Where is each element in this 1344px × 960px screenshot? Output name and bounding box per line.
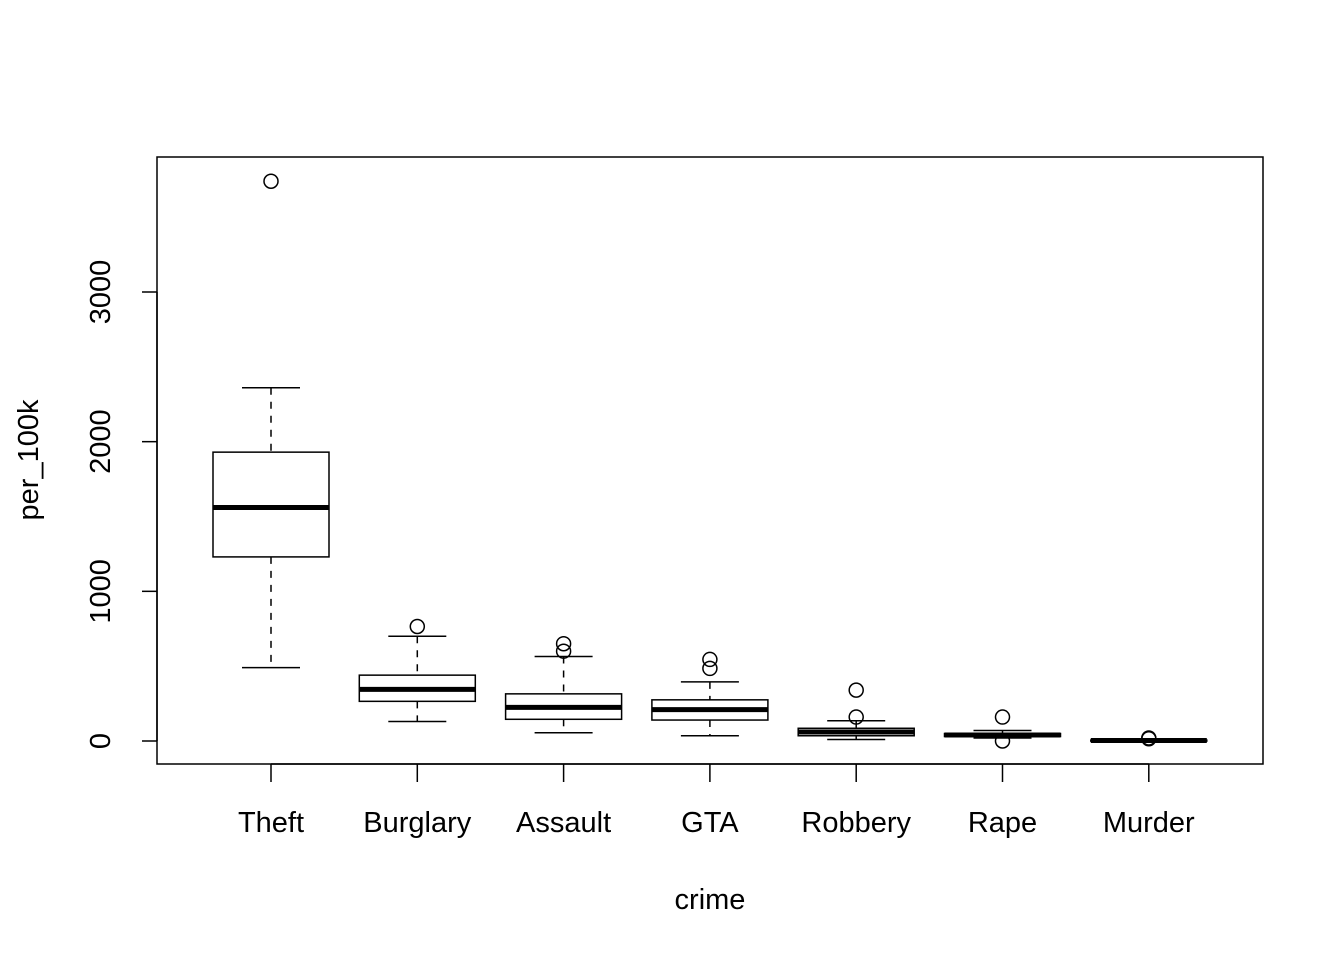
x-axis: Theft Burglary Assault GTA Robbery Rape Murder [238, 763, 1195, 839]
x-tick-label: Assault [516, 807, 611, 839]
outlier-point [555, 643, 572, 659]
x-tick-label: Burglary [363, 807, 471, 839]
x-tick-label: Rape [968, 807, 1037, 839]
outlier-point [994, 709, 1011, 725]
box-burglary [358, 618, 477, 723]
y-axis: 0 1000 2000 3000 [85, 260, 158, 749]
y-tick-label: 2000 [85, 409, 117, 474]
x-tick-label: Theft [238, 807, 304, 839]
outlier-point [702, 660, 718, 677]
y-tick-label: 1000 [85, 559, 117, 624]
y-tick-label: 3000 [85, 260, 117, 325]
y-axis-label: per_100k [13, 399, 45, 520]
box-murder [1090, 730, 1208, 747]
outlier-point [409, 618, 426, 635]
x-tick-label: GTA [681, 807, 739, 839]
box-rape [943, 709, 1062, 749]
x-axis-label: crime [675, 884, 746, 916]
box-robbery [797, 682, 915, 741]
x-tick-label: Robbery [801, 807, 911, 839]
boxes [212, 173, 1208, 749]
outlier-point [848, 682, 864, 698]
x-tick-label: Murder [1103, 807, 1195, 839]
outlier-point [263, 173, 279, 189]
box-iqr [212, 451, 330, 558]
outlier-point [1141, 730, 1157, 746]
box-assault [504, 635, 623, 734]
box-gta [651, 651, 769, 737]
outlier-point [702, 651, 718, 668]
outlier-point [555, 635, 572, 652]
outlier-point [848, 709, 864, 725]
outlier-point [994, 733, 1011, 749]
y-tick-label: 0 [85, 733, 117, 749]
box-theft [212, 173, 330, 669]
